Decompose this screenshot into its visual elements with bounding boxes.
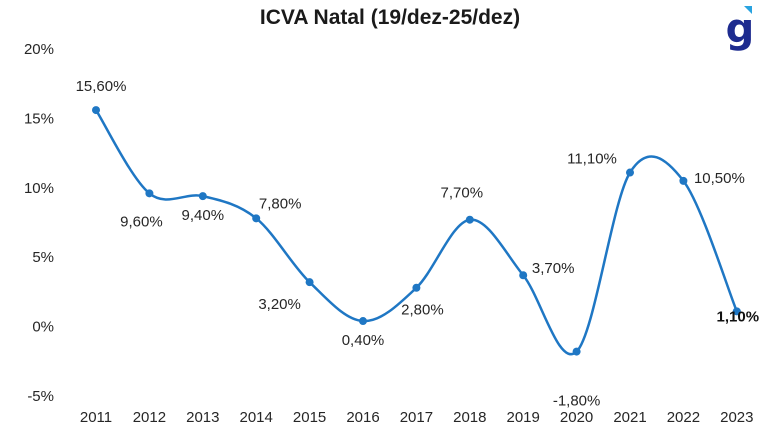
logo-accent-mark [744,6,752,14]
y-tick-label: 10% [24,180,54,197]
data-points [92,106,741,356]
data-label: 0,40% [342,332,385,349]
data-label: 9,40% [182,207,225,224]
data-label: 7,70% [441,185,484,202]
x-tick-label: 2020 [560,409,593,426]
data-label: 10,50% [694,170,745,187]
x-tick-label: 2014 [240,409,273,426]
x-tick-label: 2023 [720,409,753,426]
data-label: 1,10% [717,308,760,325]
x-tick-label: 2021 [613,409,646,426]
y-tick-label: 0% [32,319,54,336]
x-tick-label: 2011 [80,409,112,426]
data-point [519,271,528,280]
y-tick-label: 5% [32,249,54,266]
y-tick-label: 20% [24,41,54,58]
x-tick-label: 2019 [507,409,540,426]
y-tick-label: 15% [24,110,54,127]
data-point [252,214,261,223]
data-point [572,347,581,356]
x-tick-label: 2013 [186,409,219,426]
data-label: 15,60% [76,78,127,95]
data-label: 9,60% [120,213,163,230]
data-point [145,189,154,198]
data-point [412,283,421,292]
data-point [732,307,741,316]
y-tick-label: -5% [27,388,54,405]
data-labels: 15,60% 9,60% 9,40% 7,80% 3,20% 0,40% 2,80% 7,70… [76,78,760,410]
g-logo: g [726,6,755,52]
data-label: 11,10% [567,151,617,168]
x-tick-label: 2022 [667,409,700,426]
x-tick-label: 2018 [453,409,486,426]
x-tick-label: 2017 [400,409,433,426]
data-point [465,215,474,224]
data-label: 3,20% [258,296,301,313]
data-label: -1,80% [553,393,601,410]
data-label: 2,80% [401,302,444,319]
data-point [92,106,100,115]
x-tick-label: 2015 [293,409,326,426]
y-axis: -5% 0% 5% 10% 15% 20% [24,41,54,405]
data-point [679,176,688,185]
data-point [305,278,314,287]
chart-title: ICVA Natal (19/dez-25/dez) [260,6,520,29]
data-label: 3,70% [532,260,575,277]
logo-letter: g [726,6,755,52]
data-label: 7,80% [259,195,302,212]
data-point [359,317,367,326]
data-point [198,192,207,201]
x-tick-label: 2016 [346,409,379,426]
x-tick-label: 2012 [133,409,166,426]
data-point [626,168,634,177]
x-axis: 2011 2012 2013 2014 2015 2016 2017 2018 2019 2020… [80,409,754,426]
